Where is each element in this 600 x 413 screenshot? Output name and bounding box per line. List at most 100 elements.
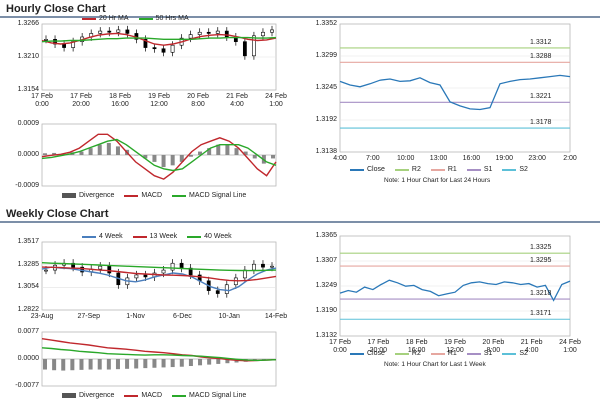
legend-label: 40 Week: [204, 233, 232, 240]
weekly-separator: [0, 221, 600, 223]
close-legend: Close R2 R1 S1 S2: [350, 350, 528, 357]
x-tick-label: 17 Feb 20:00: [367, 339, 390, 354]
candle-body: [252, 263, 256, 271]
legend-swatch: [138, 17, 153, 20]
legend-label: MACD: [141, 192, 163, 199]
y-tick-label: 0.0009: [17, 120, 39, 127]
y-tick-label: 0.0000: [17, 151, 39, 158]
candle-body: [134, 274, 139, 279]
candle-body: [188, 267, 193, 276]
x-tick-label: 27-Sep: [77, 313, 101, 320]
x-tick-label: 18 Feb 16:00: [405, 339, 428, 354]
divergence-bar: [198, 151, 203, 155]
chart-note: Note: 1 Hour Chart for Last 24 Hours: [384, 177, 491, 184]
divergence-bar: [152, 155, 157, 162]
divergence-bar: [43, 153, 47, 155]
legend-item: Close: [350, 350, 385, 357]
x-tick-label: 18 Feb 16:00: [109, 93, 131, 108]
divergence-bar: [70, 359, 75, 371]
level-label-s1: 1.3218: [530, 290, 552, 298]
candle-body: [107, 265, 112, 274]
y-tick-label: 1.3266: [17, 20, 39, 27]
macd-line-macd-signal-line: [41, 347, 277, 362]
macd-line-macd: [41, 338, 277, 362]
x-tick-label: 20 Feb 8:00: [482, 339, 505, 354]
divergence-bar: [225, 359, 230, 364]
legend-label: MACD Signal Line: [189, 192, 247, 199]
ma-line-50-hrs-ma: [41, 36, 277, 43]
x-tick-label: 17 Feb 0:00: [31, 93, 53, 108]
x-tick-label: 2:00: [563, 155, 577, 162]
legend-label: S1: [483, 166, 493, 173]
divergence-bar: [179, 155, 184, 162]
legend-item: 4 Week: [82, 233, 123, 240]
macd-line-macd: [41, 133, 277, 180]
x-tick-label: 21 Feb 4:00: [226, 93, 248, 108]
y-tick-label: -0.0077: [15, 382, 39, 389]
divergence-bar: [225, 144, 230, 155]
legend-item: 50 Hrs MA: [138, 15, 189, 22]
x-tick-label: 16:00: [462, 155, 481, 162]
legend-swatch: [430, 168, 445, 171]
candle-body: [170, 262, 175, 271]
candle-body: [215, 290, 220, 294]
candle-body: [107, 30, 112, 33]
legend-item: 13 Week: [132, 233, 177, 240]
level-label-r2: 1.3312: [530, 38, 552, 46]
legend-swatch: [466, 352, 481, 355]
candle-body: [161, 48, 166, 53]
hourly-section-title: Hourly Close Chart: [6, 3, 106, 15]
legend-item: 40 Week: [187, 233, 232, 240]
legend-swatch: [124, 194, 139, 197]
legend-label: R1: [447, 166, 457, 173]
x-tick-label: 19:00: [495, 155, 514, 162]
x-tick-label: 19 Feb 12:00: [444, 339, 466, 354]
legend-swatch: [502, 168, 517, 171]
candle-body: [261, 263, 265, 268]
y-tick-label: 1.3365: [315, 232, 337, 239]
divergence-bar: [152, 359, 157, 368]
divergence-bar: [216, 359, 221, 364]
macd-legend: Divergence MACD MACD Signal Line: [62, 192, 246, 199]
candle-body: [224, 30, 229, 38]
legend-swatch: [124, 394, 139, 397]
x-tick-label: 1-Nov: [126, 313, 145, 320]
candle-body: [125, 29, 130, 34]
divergence-bar: [143, 359, 148, 369]
legend-swatch: [394, 168, 409, 171]
legend-item: R1: [430, 166, 457, 173]
close-legend: Close R2 R1 S1 S2: [350, 166, 528, 173]
hourly-separator: [0, 16, 600, 18]
divergence-bar: [161, 359, 166, 368]
candle-body: [98, 30, 103, 34]
legend-swatch: [82, 235, 96, 238]
price-legend: 20 Hr MA 50 Hrs MA: [82, 15, 189, 22]
divergence-bar: [52, 359, 57, 371]
level-label-r1: 1.3288: [530, 53, 552, 61]
divergence-bar: [143, 155, 148, 159]
candle-body: [62, 43, 66, 48]
candle-body: [188, 34, 193, 39]
y-tick-label: 1.3138: [315, 148, 337, 155]
legend-swatch: [132, 235, 147, 238]
legend-item: MACD Signal Line: [172, 392, 246, 399]
candle-body: [179, 262, 184, 269]
candle-body: [206, 31, 211, 34]
legend-item: MACD: [124, 192, 162, 199]
legend-label: MACD: [141, 392, 163, 399]
x-tick-label: 24 Feb 1:00: [265, 93, 287, 108]
macd-legend: Divergence MACD MACD Signal Line: [62, 392, 246, 399]
legend-label: Divergence: [79, 392, 115, 399]
y-tick-label: 1.3299: [315, 52, 337, 59]
legend-swatch: [172, 194, 187, 197]
ma-line-4-week: [41, 266, 277, 292]
legend-label: S1: [483, 350, 493, 357]
legend-item: S1: [466, 166, 493, 173]
y-tick-label: -0.0009: [15, 182, 39, 189]
legend-item: Divergence: [62, 392, 114, 399]
legend-label: Close: [367, 166, 385, 173]
y-tick-label: 1.3307: [315, 257, 337, 264]
divergence-bar: [115, 359, 120, 370]
legend-swatch: [466, 168, 481, 171]
candle-body: [270, 265, 274, 268]
